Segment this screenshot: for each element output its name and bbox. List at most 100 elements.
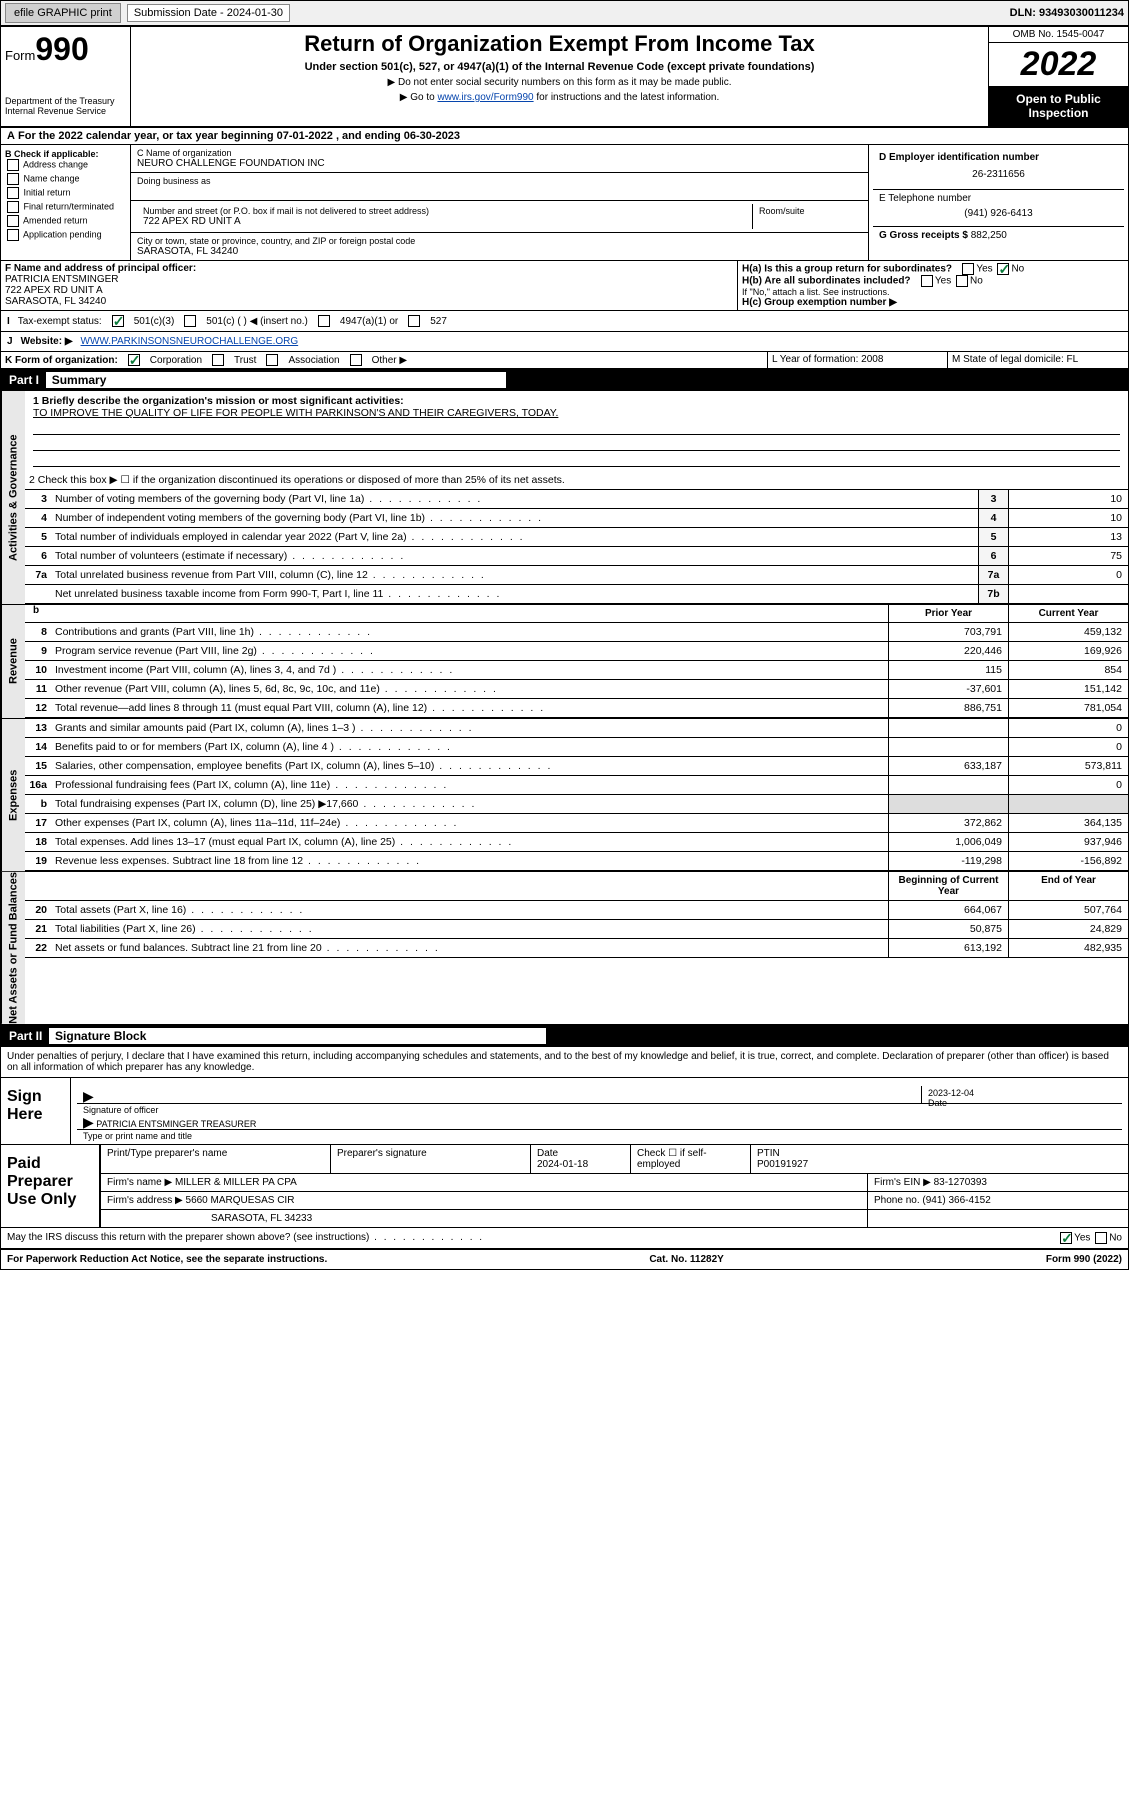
website-link[interactable]: WWW.PARKINSONSNEUROCHALLENGE.ORG	[81, 336, 299, 347]
chk-other[interactable]	[350, 354, 362, 366]
open-to-public: Open to Public Inspection	[989, 86, 1128, 126]
g-gross-label: G Gross receipts $	[879, 230, 968, 241]
chk-501c3[interactable]	[112, 315, 124, 327]
may-irs-discuss: May the IRS discuss this return with the…	[1, 1228, 1128, 1249]
firm-phone: Phone no. (941) 366-4152	[868, 1192, 1128, 1209]
firm-addr: Firm's address ▶ 5660 MARQUESAS CIR	[101, 1192, 868, 1209]
firm-city: SARASOTA, FL 34233	[101, 1210, 868, 1227]
form-header: Form990 Department of the Treasury Inter…	[1, 27, 1128, 128]
h-a: H(a) Is this a group return for subordin…	[742, 263, 1124, 275]
vtab-netassets: Net Assets or Fund Balances	[1, 872, 25, 1024]
dept-label: Department of the Treasury Internal Reve…	[5, 96, 126, 116]
section-k-l-m: K Form of organization: Corporation Trus…	[1, 352, 1128, 369]
hb-yes[interactable]	[921, 275, 933, 287]
officer-addr1: 722 APEX RD UNIT A	[5, 285, 733, 296]
chk-address-change[interactable]	[7, 159, 19, 171]
expense-line-b: bTotal fundraising expenses (Part IX, co…	[25, 795, 1128, 814]
chk-527[interactable]	[408, 315, 420, 327]
h-b-note: If "No," attach a list. See instructions…	[742, 287, 1124, 297]
top-toolbar: efile GRAPHIC print Submission Date - 20…	[0, 0, 1129, 26]
submission-date: Submission Date - 2024-01-30	[127, 4, 290, 22]
efile-print-button[interactable]: efile GRAPHIC print	[5, 3, 121, 23]
part-i-header: Part I Summary	[1, 369, 1128, 391]
f-officer-label: F Name and address of principal officer:	[5, 263, 733, 274]
summary-line-7a: 7aTotal unrelated business revenue from …	[25, 566, 1128, 585]
prep-selfemp: Check ☐ if self-employed	[631, 1145, 751, 1173]
vtab-expenses: Expenses	[1, 719, 25, 871]
chk-trust[interactable]	[212, 354, 224, 366]
l-year: L Year of formation: 2008	[768, 352, 948, 368]
chk-name-change[interactable]	[7, 173, 19, 185]
col-begin-year: Beginning of Current Year	[888, 872, 1008, 900]
expense-line-15: 15Salaries, other compensation, employee…	[25, 757, 1128, 776]
form-number: Form990	[5, 31, 126, 68]
d-ein-label: D Employer identification number	[879, 152, 1118, 163]
c-name-label: C Name of organization	[137, 148, 862, 158]
room-suite-label: Room/suite	[752, 204, 862, 229]
summary-line-4: 4Number of independent voting members of…	[25, 509, 1128, 528]
paid-preparer-block: Paid Preparer Use Only Print/Type prepar…	[1, 1145, 1128, 1228]
ein-value: 26-2311656	[879, 163, 1118, 186]
vtab-revenue: Revenue	[1, 605, 25, 718]
summary-line-3: 3Number of voting members of the governi…	[25, 490, 1128, 509]
section-b-checklist: B Check if applicable: Address change Na…	[1, 145, 131, 260]
revenue-line-9: 9Program service revenue (Part VIII, lin…	[25, 642, 1128, 661]
prep-date: Date 2024-01-18	[531, 1145, 631, 1173]
summary-line-7b: Net unrelated business taxable income fr…	[25, 585, 1128, 604]
addr-label: Number and street (or P.O. box if mail i…	[143, 206, 746, 216]
netassets-line-21: 21Total liabilities (Part X, line 26) 50…	[25, 920, 1128, 939]
irs-link[interactable]: www.irs.gov/Form990	[437, 92, 533, 103]
chk-assoc[interactable]	[266, 354, 278, 366]
org-name: NEURO CHALLENGE FOUNDATION INC	[137, 158, 862, 169]
chk-initial-return[interactable]	[7, 187, 19, 199]
sign-here-block: Sign Here ▶Signature of officer 2023-12-…	[1, 1078, 1128, 1145]
section-b-to-g: B Check if applicable: Address change Na…	[1, 145, 1128, 261]
ha-no[interactable]	[997, 263, 1009, 275]
ssn-note: ▶ Do not enter social security numbers o…	[135, 77, 984, 88]
city-label: City or town, state or province, country…	[137, 236, 862, 246]
e-phone-label: E Telephone number	[879, 193, 1118, 204]
dba-label: Doing business as	[137, 176, 862, 186]
org-address: 722 APEX RD UNIT A	[143, 216, 746, 227]
expense-line-16a: 16aProfessional fundraising fees (Part I…	[25, 776, 1128, 795]
hb-no[interactable]	[956, 275, 968, 287]
col-prior-year: Prior Year	[888, 605, 1008, 622]
discuss-yes[interactable]	[1060, 1232, 1072, 1244]
revenue-line-8: 8Contributions and grants (Part VIII, li…	[25, 623, 1128, 642]
chk-app-pending[interactable]	[7, 229, 19, 241]
chk-final-return[interactable]	[7, 201, 19, 213]
expense-line-14: 14Benefits paid to or for members (Part …	[25, 738, 1128, 757]
expense-line-17: 17Other expenses (Part IX, column (A), l…	[25, 814, 1128, 833]
form-subtitle: Under section 501(c), 527, or 4947(a)(1)…	[135, 61, 984, 73]
section-a-taxyear: A For the 2022 calendar year, or tax yea…	[1, 128, 1128, 145]
officer-addr2: SARASOTA, FL 34240	[5, 296, 733, 307]
prep-sig-lbl: Preparer's signature	[331, 1145, 531, 1173]
phone-value: (941) 926-6413	[879, 204, 1118, 223]
org-city: SARASOTA, FL 34240	[137, 246, 862, 257]
revenue-line-11: 11Other revenue (Part VIII, column (A), …	[25, 680, 1128, 699]
form-title: Return of Organization Exempt From Incom…	[135, 31, 984, 57]
summary-line-6: 6Total number of volunteers (estimate if…	[25, 547, 1128, 566]
chk-corp[interactable]	[128, 354, 140, 366]
section-f-h: F Name and address of principal officer:…	[1, 261, 1128, 311]
expense-line-18: 18Total expenses. Add lines 13–17 (must …	[25, 833, 1128, 852]
signature-declaration: Under penalties of perjury, I declare th…	[1, 1047, 1128, 1078]
firm-ein: Firm's EIN ▶ 83-1270393	[868, 1174, 1128, 1191]
netassets-line-22: 22Net assets or fund balances. Subtract …	[25, 939, 1128, 958]
firm-name: Firm's name ▶ MILLER & MILLER PA CPA	[101, 1174, 868, 1191]
col-end-year: End of Year	[1008, 872, 1128, 900]
vtab-governance: Activities & Governance	[1, 391, 25, 604]
ha-yes[interactable]	[962, 263, 974, 275]
chk-4947[interactable]	[318, 315, 330, 327]
col-current-year: Current Year	[1008, 605, 1128, 622]
expense-line-19: 19Revenue less expenses. Subtract line 1…	[25, 852, 1128, 871]
line-2: 2 Check this box ▶ ☐ if the organization…	[25, 471, 1128, 489]
omb-number: OMB No. 1545-0047	[989, 27, 1128, 43]
chk-amended[interactable]	[7, 215, 19, 227]
part-ii-header: Part II Signature Block	[1, 1025, 1128, 1047]
discuss-no[interactable]	[1095, 1232, 1107, 1244]
m-state: M State of legal domicile: FL	[948, 352, 1128, 368]
gross-receipts: 882,250	[971, 230, 1007, 241]
chk-501c[interactable]	[184, 315, 196, 327]
expense-line-13: 13Grants and similar amounts paid (Part …	[25, 719, 1128, 738]
